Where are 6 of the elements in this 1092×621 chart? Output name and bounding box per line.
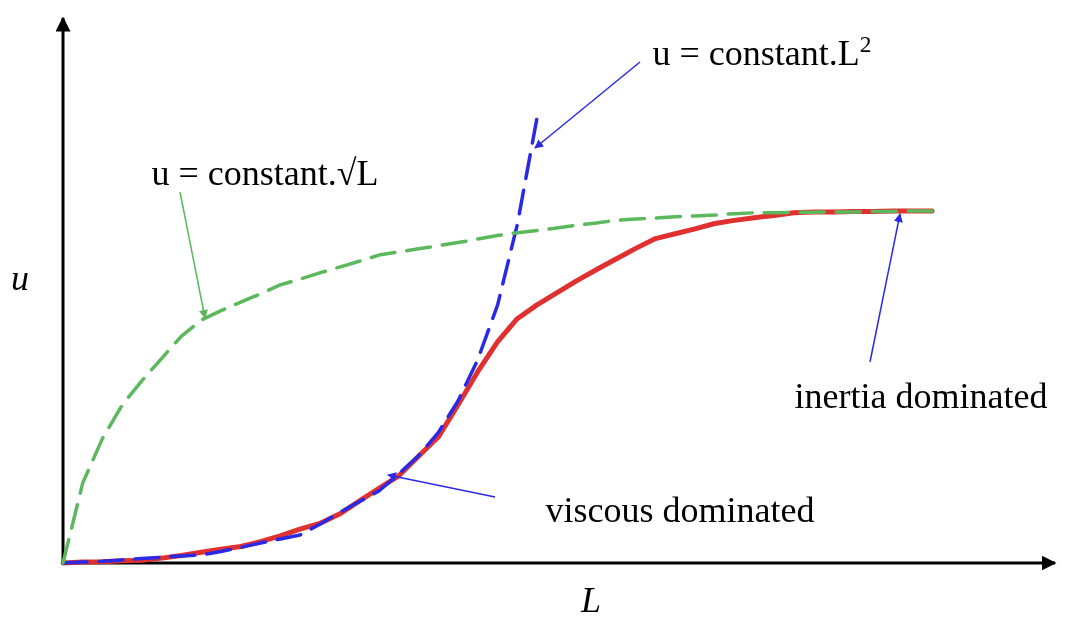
x-axis-title: L [579,580,602,620]
text: u = constant.L$^{2}$ [652,31,872,73]
annotation: inertia dominated [794,376,1048,416]
annotation: viscous dominated [545,490,815,530]
annotation: u = constant.√L [151,153,379,193]
y-axis-title: u [11,258,29,298]
